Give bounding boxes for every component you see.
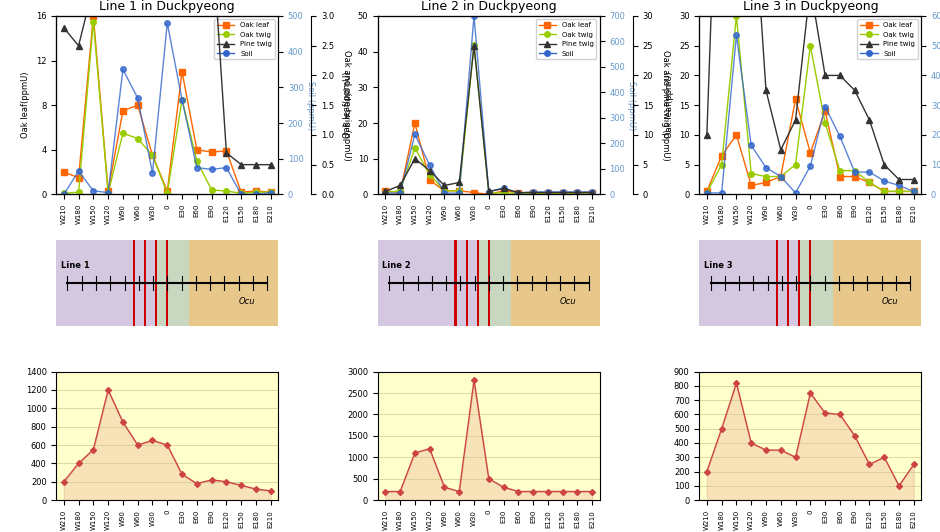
Y-axis label: Soil (ppmU): Soil (ppmU) bbox=[306, 80, 315, 130]
Bar bbox=[477, 240, 478, 326]
Legend: Oak leaf, Oak twig, Pine twig, Soil: Oak leaf, Oak twig, Pine twig, Soil bbox=[214, 20, 274, 60]
Bar bbox=[155, 240, 157, 326]
Bar bbox=[798, 240, 800, 326]
Bar bbox=[156, 240, 190, 326]
Y-axis label: Oak leaf(ppmU): Oak leaf(ppmU) bbox=[665, 72, 674, 138]
Bar bbox=[478, 240, 511, 326]
Bar bbox=[699, 240, 799, 326]
Bar bbox=[776, 240, 778, 326]
Text: Ocu: Ocu bbox=[882, 297, 898, 306]
Bar bbox=[787, 240, 790, 326]
Y-axis label: Oak leaf(ppmU): Oak leaf(ppmU) bbox=[343, 72, 352, 138]
Bar bbox=[809, 240, 811, 326]
Bar bbox=[166, 240, 168, 326]
Bar bbox=[378, 240, 478, 326]
Bar bbox=[133, 240, 135, 326]
Text: Line 3: Line 3 bbox=[704, 261, 732, 270]
Text: Ocu: Ocu bbox=[238, 297, 255, 306]
Legend: Oak leaf, Oak twig, Pine twig, Soil: Oak leaf, Oak twig, Pine twig, Soil bbox=[536, 20, 596, 60]
Y-axis label: Soil (ppmU): Soil (ppmU) bbox=[627, 80, 636, 130]
Bar bbox=[144, 240, 147, 326]
Y-axis label: Oak and pine twig (ppmU): Oak and pine twig (ppmU) bbox=[661, 50, 670, 161]
Title: Line 1 in Duckpyeong: Line 1 in Duckpyeong bbox=[100, 1, 235, 13]
Title: Line 3 in Duckpyeong: Line 3 in Duckpyeong bbox=[743, 1, 878, 13]
Bar bbox=[190, 240, 278, 326]
Y-axis label: Oak and pine twig (ppmU): Oak and pine twig (ppmU) bbox=[342, 50, 351, 161]
Bar bbox=[799, 240, 833, 326]
Bar bbox=[454, 240, 457, 326]
Bar bbox=[511, 240, 600, 326]
Text: Line 1: Line 1 bbox=[61, 261, 89, 270]
Bar bbox=[465, 240, 468, 326]
Bar bbox=[833, 240, 921, 326]
Title: Line 2 in Duckpyeong: Line 2 in Duckpyeong bbox=[421, 1, 556, 13]
Y-axis label: Oak leaf(ppmU): Oak leaf(ppmU) bbox=[22, 72, 30, 138]
Text: Ocu: Ocu bbox=[559, 297, 576, 306]
Bar bbox=[488, 240, 490, 326]
Legend: Oak leaf, Oak twig, Pine twig, Soil: Oak leaf, Oak twig, Pine twig, Soil bbox=[857, 20, 917, 60]
Text: Line 2: Line 2 bbox=[383, 261, 411, 270]
Bar bbox=[56, 240, 156, 326]
